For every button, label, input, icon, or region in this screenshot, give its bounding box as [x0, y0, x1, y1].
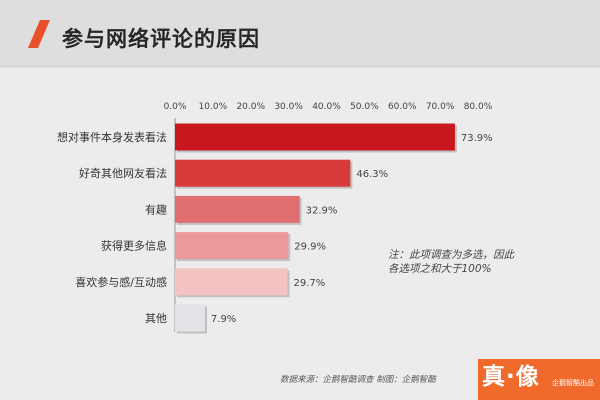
- category-label: 想对事件本身发表看法: [57, 130, 167, 144]
- x-tick-label: 60.0%: [388, 102, 417, 112]
- category-label: 获得更多信息: [101, 239, 167, 253]
- bar: [175, 304, 205, 332]
- bar: [175, 195, 300, 223]
- source-text: 数据来源：企鹅智酷调查 制图：企鹅智酷: [280, 375, 436, 385]
- logo-text: 真·像: [482, 364, 540, 390]
- slash-icon: [28, 20, 50, 48]
- chart-title: 参与网络评论的原因: [62, 27, 260, 51]
- data-label: 29.9%: [294, 242, 326, 253]
- x-tick-label: 20.0%: [236, 102, 265, 112]
- x-tick-label: 80.0%: [464, 102, 493, 112]
- logo-subtext: 企鹅智酷出品: [552, 379, 594, 387]
- x-tick-label: 40.0%: [312, 102, 341, 112]
- bar: [175, 159, 351, 187]
- logo-badge: [478, 359, 600, 400]
- data-label: 32.9%: [306, 205, 338, 216]
- x-tick-label: 10.0%: [199, 102, 228, 112]
- bar: [175, 123, 455, 151]
- category-label: 其他: [145, 312, 167, 325]
- data-label: 7.9%: [211, 314, 236, 325]
- data-label: 46.3%: [356, 169, 388, 180]
- x-tick-label: 70.0%: [426, 102, 455, 112]
- category-label: 好奇其他网友看法: [79, 166, 167, 180]
- note-line-1: 注：此项调查为多选，因此: [388, 249, 514, 261]
- category-label: 有趣: [145, 202, 167, 216]
- header-band: [0, 0, 600, 68]
- chart-note: 注：此项调查为多选，因此 各选项之和大于100%: [388, 248, 518, 276]
- bar: [175, 268, 288, 296]
- data-label: 29.7%: [293, 278, 325, 289]
- x-tick-label: 50.0%: [350, 102, 379, 112]
- note-line-2: 各选项之和大于100%: [388, 263, 492, 275]
- bar: [175, 232, 289, 260]
- category-label: 喜欢参与感/互动感: [75, 275, 167, 289]
- data-label: 73.9%: [461, 133, 493, 144]
- x-tick-label: 30.0%: [274, 102, 303, 112]
- x-tick-label: 0.0%: [164, 102, 187, 112]
